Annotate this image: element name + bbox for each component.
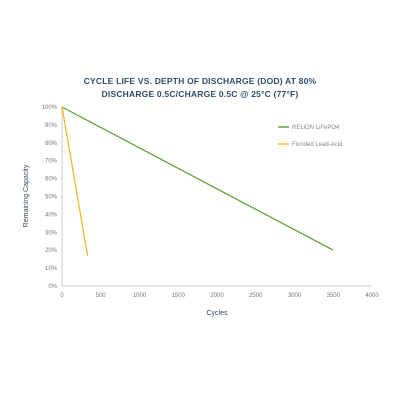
x-axis-label: Cycles xyxy=(206,310,228,317)
x-tick-label: 0 xyxy=(60,293,64,299)
chart-title-line-2: DISCHARGE 0.5C/CHARGE 0.5C @ 25°C (77°F) xyxy=(101,89,299,99)
y-tick-label: 40% xyxy=(45,212,58,218)
chart-title-line-1: CYCLE LIFE VS. DEPTH OF DISCHARGE (DOD) … xyxy=(83,76,317,86)
y-tick-label: 100% xyxy=(42,105,58,111)
y-tick-label: 10% xyxy=(45,266,58,272)
y-tick-label: 60% xyxy=(45,177,58,183)
y-tick-label: 70% xyxy=(45,159,58,165)
y-tick-label: 30% xyxy=(45,230,58,236)
legend: RELiON LiFePO4 Flooded Lead-Acid xyxy=(278,125,342,148)
legend-label-2: Flooded Lead-Acid xyxy=(292,142,342,148)
x-tick-label: 500 xyxy=(96,293,107,299)
y-tick-label: 0% xyxy=(48,284,57,290)
x-tick-label: 3500 xyxy=(327,293,341,299)
x-tick-label: 3000 xyxy=(288,293,302,299)
series-layer xyxy=(61,106,334,256)
legend-label-1: RELiON LiFePO4 xyxy=(292,125,340,131)
x-tick-label: 2500 xyxy=(249,293,263,299)
y-tick-label: 80% xyxy=(45,141,58,147)
y-tick-label: 20% xyxy=(45,248,58,254)
x-tick-label: 1500 xyxy=(172,293,186,299)
x-axis-ticks: 0 500 1000 1500 2000 2500 3000 3500 4000 xyxy=(60,293,379,299)
series-line-2 xyxy=(61,106,89,256)
y-axis-ticks: 0% 10% 20% 30% 40% 50% 60% 70% 80% 90% 100% xyxy=(42,105,58,290)
x-tick-label: 2000 xyxy=(210,293,224,299)
series-line-1 xyxy=(61,106,334,251)
x-tick-label: 4000 xyxy=(365,293,379,299)
chart-axes xyxy=(61,107,372,287)
y-axis-label: Remaining Capacity xyxy=(23,164,30,227)
x-tick-label: 1000 xyxy=(133,293,147,299)
y-tick-label: 90% xyxy=(45,123,58,129)
y-tick-label: 50% xyxy=(45,195,58,201)
